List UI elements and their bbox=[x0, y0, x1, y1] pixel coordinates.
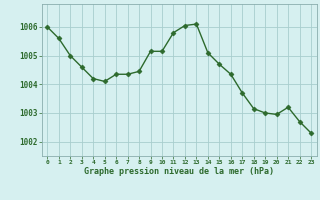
X-axis label: Graphe pression niveau de la mer (hPa): Graphe pression niveau de la mer (hPa) bbox=[84, 167, 274, 176]
